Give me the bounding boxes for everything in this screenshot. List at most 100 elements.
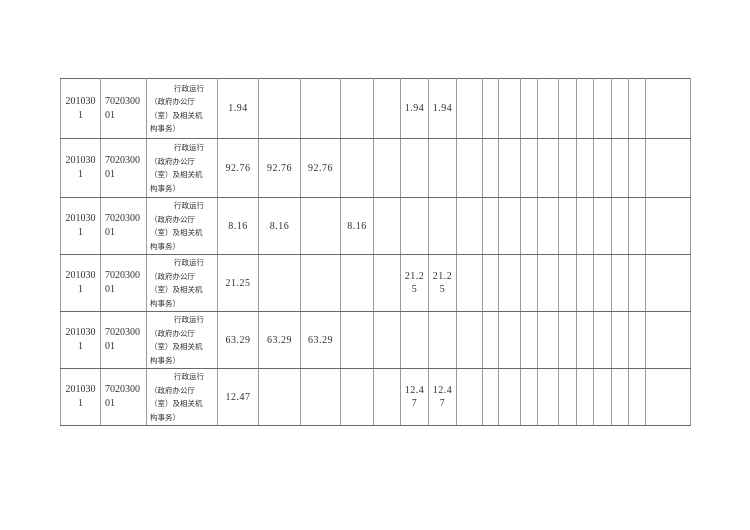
- cell-amount: 12.47: [217, 368, 259, 426]
- cell-function-code: 201030 1: [60, 311, 101, 369]
- cell-amount: [593, 368, 612, 426]
- cell-program-code: 7020300 01: [100, 368, 147, 426]
- table-row: 201030 1 7020300 01 行政运行 （政府办公厅 （室）及相关机 构事…: [60, 138, 691, 198]
- cell-amount: [611, 197, 629, 255]
- cell-amount: 63.29: [217, 311, 259, 369]
- cell-amount: [558, 78, 577, 139]
- cell-function-code: 201030 1: [60, 368, 101, 426]
- cell-amount: [300, 78, 341, 139]
- table-row: 201030 1 7020300 01 行政运行 （政府办公厅 （室）及相关机 构事…: [60, 78, 691, 139]
- cell-amount: [520, 78, 538, 139]
- cell-amount: [482, 78, 499, 139]
- cell-amount: 63.29: [300, 311, 341, 369]
- cell-amount: [558, 197, 577, 255]
- cell-amount: [400, 138, 429, 198]
- cell-amount: 92.76: [300, 138, 341, 198]
- cell-item-name: 行政运行 （政府办公厅 （室）及相关机 构事务）: [146, 311, 218, 369]
- cell-amount: [482, 311, 499, 369]
- cell-amount: [482, 254, 499, 312]
- cell-amount: [645, 254, 691, 312]
- cell-amount: [340, 78, 374, 139]
- cell-program-code: 7020300 01: [100, 78, 147, 139]
- cell-amount: [340, 368, 374, 426]
- cell-amount: [611, 138, 629, 198]
- cell-amount: [373, 368, 401, 426]
- cell-amount: [400, 311, 429, 369]
- cell-amount: [520, 254, 538, 312]
- cell-amount: [340, 311, 374, 369]
- cell-amount: [537, 311, 559, 369]
- cell-amount: [340, 254, 374, 312]
- cell-program-code: 7020300 01: [100, 254, 147, 312]
- cell-amount: 8.16: [258, 197, 301, 255]
- cell-program-code: 7020300 01: [100, 197, 147, 255]
- cell-amount: [520, 197, 538, 255]
- cell-amount: [498, 254, 521, 312]
- cell-function-code: 201030 1: [60, 197, 101, 255]
- cell-amount: [558, 138, 577, 198]
- cell-amount: [593, 138, 612, 198]
- cell-amount: [428, 197, 457, 255]
- cell-amount: [520, 138, 538, 198]
- cell-amount: [628, 78, 646, 139]
- cell-amount: [576, 197, 594, 255]
- cell-amount: [628, 368, 646, 426]
- cell-amount: [628, 197, 646, 255]
- cell-function-code: 201030 1: [60, 254, 101, 312]
- cell-amount: [537, 197, 559, 255]
- cell-amount: [593, 78, 612, 139]
- cell-amount: [373, 138, 401, 198]
- cell-amount: [456, 311, 483, 369]
- cell-amount: 8.16: [340, 197, 374, 255]
- cell-amount: [456, 138, 483, 198]
- cell-amount: [400, 197, 429, 255]
- cell-amount: [456, 254, 483, 312]
- cell-amount: 63.29: [258, 311, 301, 369]
- cell-amount: [645, 197, 691, 255]
- cell-amount: [520, 368, 538, 426]
- cell-amount: [537, 78, 559, 139]
- cell-amount: [611, 368, 629, 426]
- cell-amount: 1.94: [217, 78, 259, 139]
- table-row: 201030 1 7020300 01 行政运行 （政府办公厅 （室）及相关机 构事…: [60, 368, 691, 426]
- cell-amount: 21.2 5: [400, 254, 429, 312]
- cell-amount: [482, 138, 499, 198]
- cell-amount: [482, 368, 499, 426]
- cell-amount: [611, 78, 629, 139]
- cell-item-name: 行政运行 （政府办公厅 （室）及相关机 构事务）: [146, 368, 218, 426]
- cell-amount: [558, 311, 577, 369]
- budget-table: 201030 1 7020300 01 行政运行 （政府办公厅 （室）及相关机 构事…: [60, 78, 691, 426]
- cell-program-code: 7020300 01: [100, 311, 147, 369]
- cell-item-name: 行政运行 （政府办公厅 （室）及相关机 构事务）: [146, 197, 218, 255]
- cell-amount: [628, 138, 646, 198]
- cell-amount: [456, 78, 483, 139]
- cell-amount: [537, 138, 559, 198]
- cell-amount: [576, 138, 594, 198]
- cell-amount: [456, 368, 483, 426]
- cell-amount: [373, 311, 401, 369]
- cell-amount: 8.16: [217, 197, 259, 255]
- cell-function-code: 201030 1: [60, 78, 101, 139]
- cell-amount: [373, 197, 401, 255]
- table-row: 201030 1 7020300 01 行政运行 （政府办公厅 （室）及相关机 构事…: [60, 311, 691, 369]
- cell-amount: 21.25: [217, 254, 259, 312]
- cell-item-name: 行政运行 （政府办公厅 （室）及相关机 构事务）: [146, 254, 218, 312]
- cell-amount: [645, 138, 691, 198]
- cell-amount: [373, 254, 401, 312]
- cell-amount: [645, 78, 691, 139]
- cell-amount: 12.4 7: [400, 368, 429, 426]
- cell-amount: 21.2 5: [428, 254, 457, 312]
- cell-amount: [537, 254, 559, 312]
- cell-amount: [498, 197, 521, 255]
- cell-amount: [456, 197, 483, 255]
- cell-amount: [645, 311, 691, 369]
- cell-amount: 1.94: [400, 78, 429, 139]
- cell-amount: [593, 197, 612, 255]
- cell-amount: [611, 254, 629, 312]
- cell-amount: [258, 254, 301, 312]
- budget-table-body: 201030 1 7020300 01 行政运行 （政府办公厅 （室）及相关机 构事…: [60, 78, 691, 426]
- cell-amount: [300, 197, 341, 255]
- cell-amount: [520, 311, 538, 369]
- cell-amount: [340, 138, 374, 198]
